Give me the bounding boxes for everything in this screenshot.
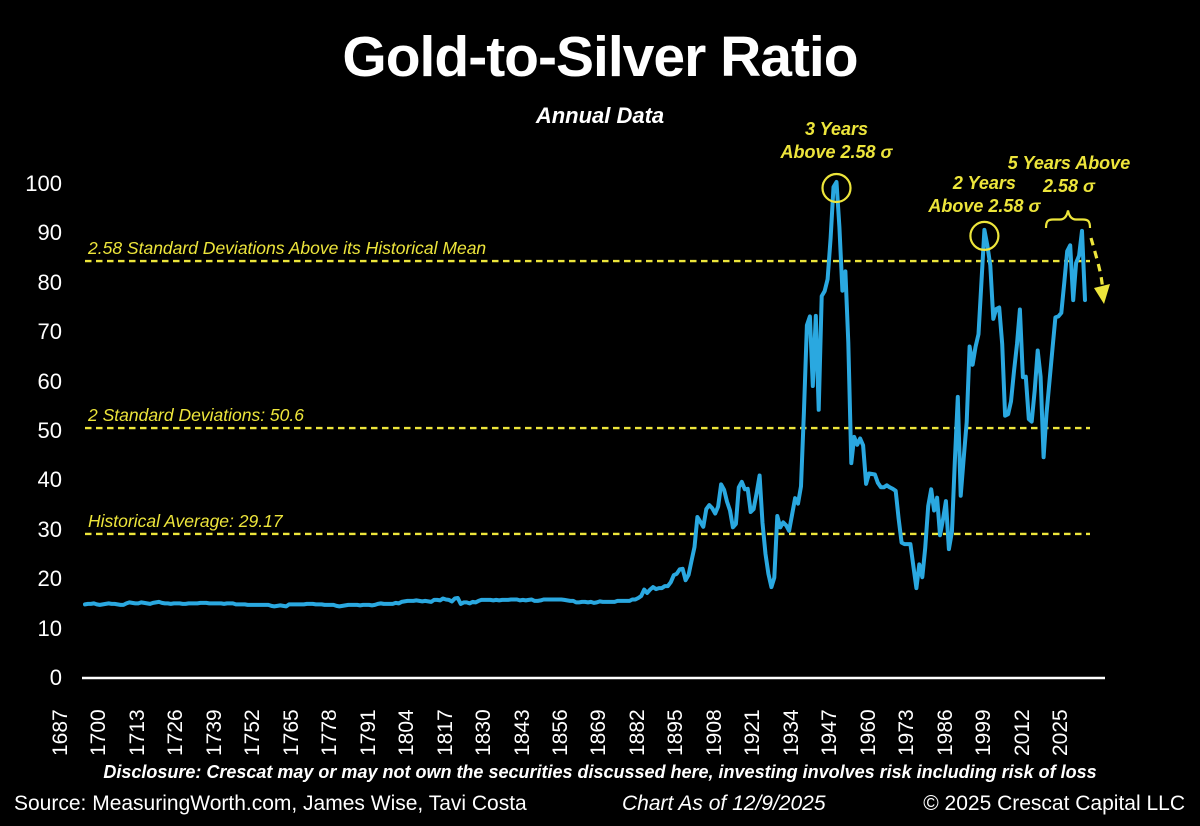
x-tick-label: 1687 — [49, 709, 72, 756]
downtrend-arrow-shaft-icon — [1089, 237, 1105, 288]
x-tick-label: 1973 — [895, 709, 919, 756]
gold-silver-ratio-line — [83, 180, 1087, 609]
y-tick-label: 30 — [37, 516, 62, 542]
x-tick-label: 1895 — [664, 709, 688, 756]
copyright-text: © 2025 Crescat Capital LLC — [923, 792, 1185, 815]
peak-highlight-circle — [969, 220, 1000, 251]
x-tick-label: 1908 — [702, 709, 726, 756]
y-tick-label: 40 — [37, 467, 62, 493]
reference-lines-group — [85, 259, 1090, 536]
data-series-group — [83, 180, 1087, 609]
y-tick-label: 50 — [37, 418, 62, 443]
x-tick-label: 1778 — [318, 709, 342, 756]
x-tick-label: 1999 — [972, 709, 996, 756]
chart-subtitle: Annual Data — [535, 103, 665, 128]
peak-circles-group — [821, 172, 1000, 251]
refline-label-2-sigma: 2 Standard Deviations: 50.6 — [88, 405, 304, 426]
x-tick-label: 1830 — [472, 709, 496, 756]
annotation-2-years-above: 2 Years Above 2.58 σ — [874, 172, 1094, 218]
y-tick-label: 90 — [37, 220, 62, 246]
x-tick-label: 1934 — [779, 709, 803, 756]
annotation-3-years-above: 3 Years Above 2.58 σ — [726, 118, 946, 164]
y-tick-label: 0 — [49, 665, 62, 690]
y-tick-label: 60 — [37, 368, 62, 394]
y-tick-label: 20 — [37, 566, 62, 592]
x-tick-label: 1882 — [625, 709, 649, 756]
annotation-5-years-line2: 2.58 σ — [1043, 176, 1095, 196]
five-years-brace-icon — [1044, 210, 1092, 229]
x-tick-label: 1856 — [549, 709, 572, 756]
refline-label-historical-average: Historical Average: 29.17 — [88, 510, 283, 531]
annotation-5-years-above: 5 Years Above 2.58 σ — [959, 152, 1179, 198]
annotation-5-years-line1: 5 Years Above — [1007, 153, 1131, 173]
disclosure-text: Disclosure: Crescat may or may not own t… — [103, 762, 1097, 782]
y-tick-label: 10 — [37, 615, 62, 641]
annotation-3-years-line2: Above 2.58 σ — [780, 142, 893, 162]
chart-title: Gold-to-Silver Ratio — [342, 25, 858, 89]
x-tick-label: 1869 — [587, 709, 611, 756]
x-tick-label: 1960 — [856, 709, 880, 756]
annotation-2-years-line2: Above 2.58 σ — [928, 196, 1041, 216]
x-tick-label: 1947 — [818, 709, 842, 756]
as-of-date-text: Chart As of 12/9/2025 — [622, 792, 826, 815]
y-tick-label: 100 — [25, 171, 62, 196]
peak-highlight-circle — [821, 172, 852, 204]
x-tick-label: 1700 — [87, 709, 111, 756]
x-tick-label: 1765 — [279, 709, 303, 756]
x-tick-label: 1843 — [510, 709, 534, 756]
x-tick-label: 1804 — [395, 709, 419, 756]
x-tick-label: 1921 — [741, 709, 765, 756]
downtrend-arrowhead-icon — [1094, 284, 1110, 304]
x-tick-label: 1726 — [164, 709, 188, 756]
source-text: Source: MeasuringWorth.com, James Wise, … — [14, 792, 527, 815]
refline-label-2-58-sigma: 2.58 Standard Deviations Above its Histo… — [88, 238, 487, 259]
x-tick-label: 1791 — [356, 709, 380, 756]
x-tick-label: 2025 — [1049, 709, 1072, 756]
x-tick-label: 2012 — [1010, 709, 1034, 756]
x-tick-label: 1713 — [125, 709, 149, 756]
y-tick-label: 80 — [37, 269, 62, 295]
x-tick-label: 1752 — [241, 709, 265, 756]
x-tick-label: 1817 — [433, 709, 457, 756]
annotation-3-years-line1: 3 Years — [804, 119, 868, 139]
y-tick-label: 70 — [37, 319, 62, 345]
annotation-2-years-line1: 2 Years — [952, 173, 1016, 193]
x-tick-label: 1986 — [933, 709, 957, 756]
x-tick-label: 1739 — [202, 709, 226, 756]
